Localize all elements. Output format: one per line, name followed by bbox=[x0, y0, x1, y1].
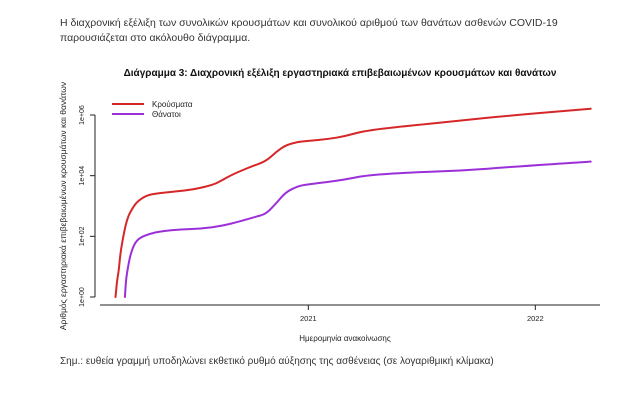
series-line-cases bbox=[114, 107, 592, 298]
y-tick-label: 1e+02 bbox=[79, 226, 86, 246]
x-ticks: 2021 2022 bbox=[300, 305, 544, 323]
y-axis-label: Αριθμός εργαστηριακά επιβεβαιωμένων κρου… bbox=[58, 82, 68, 330]
y-tick-label: 1e+04 bbox=[79, 166, 86, 186]
chart-note: Σημ.: ευθεία γραμμή υποδηλώνει εκθετικό … bbox=[60, 356, 494, 367]
x-tick-label: 2022 bbox=[527, 314, 544, 323]
x-axis-label: Ημερομηνία ανακοίνωσης bbox=[299, 334, 391, 343]
y-ticks: 1e+00 1e+02 1e+04 1e+06 bbox=[79, 105, 95, 307]
legend-label-cases: Κρούσματα bbox=[152, 100, 193, 109]
x-tick-label: 2021 bbox=[300, 314, 317, 323]
series-layer bbox=[114, 107, 592, 298]
x-axis: 2021 2022 bbox=[100, 304, 600, 323]
y-tick-label: 1e+00 bbox=[79, 287, 86, 307]
intro-paragraph: Η διαχρονική εξέλιξη των συνολικών κρουσ… bbox=[60, 17, 558, 44]
legend-label-deaths: Θάνατοι bbox=[152, 110, 181, 119]
series-line-deaths bbox=[123, 160, 592, 298]
y-axis: 1e+00 1e+02 1e+04 1e+06 bbox=[79, 105, 96, 307]
chart-title: Διάγραμμα 3: Διαχρονική εξέλιξη εργαστηρ… bbox=[123, 68, 557, 79]
y-tick-label: 1e+06 bbox=[79, 105, 86, 125]
